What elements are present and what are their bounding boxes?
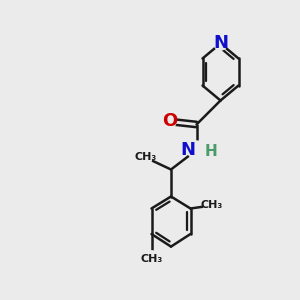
Circle shape bbox=[144, 251, 159, 266]
Circle shape bbox=[139, 151, 152, 164]
Text: CH₃: CH₃ bbox=[200, 200, 223, 211]
Text: CH₃: CH₃ bbox=[134, 152, 157, 163]
Circle shape bbox=[204, 198, 219, 213]
Text: N: N bbox=[213, 34, 228, 52]
Text: H: H bbox=[205, 144, 218, 159]
Circle shape bbox=[214, 37, 227, 50]
Text: CH₃: CH₃ bbox=[140, 254, 163, 264]
Circle shape bbox=[163, 115, 176, 128]
Circle shape bbox=[188, 141, 206, 159]
Text: O: O bbox=[162, 112, 177, 130]
Text: N: N bbox=[180, 141, 195, 159]
